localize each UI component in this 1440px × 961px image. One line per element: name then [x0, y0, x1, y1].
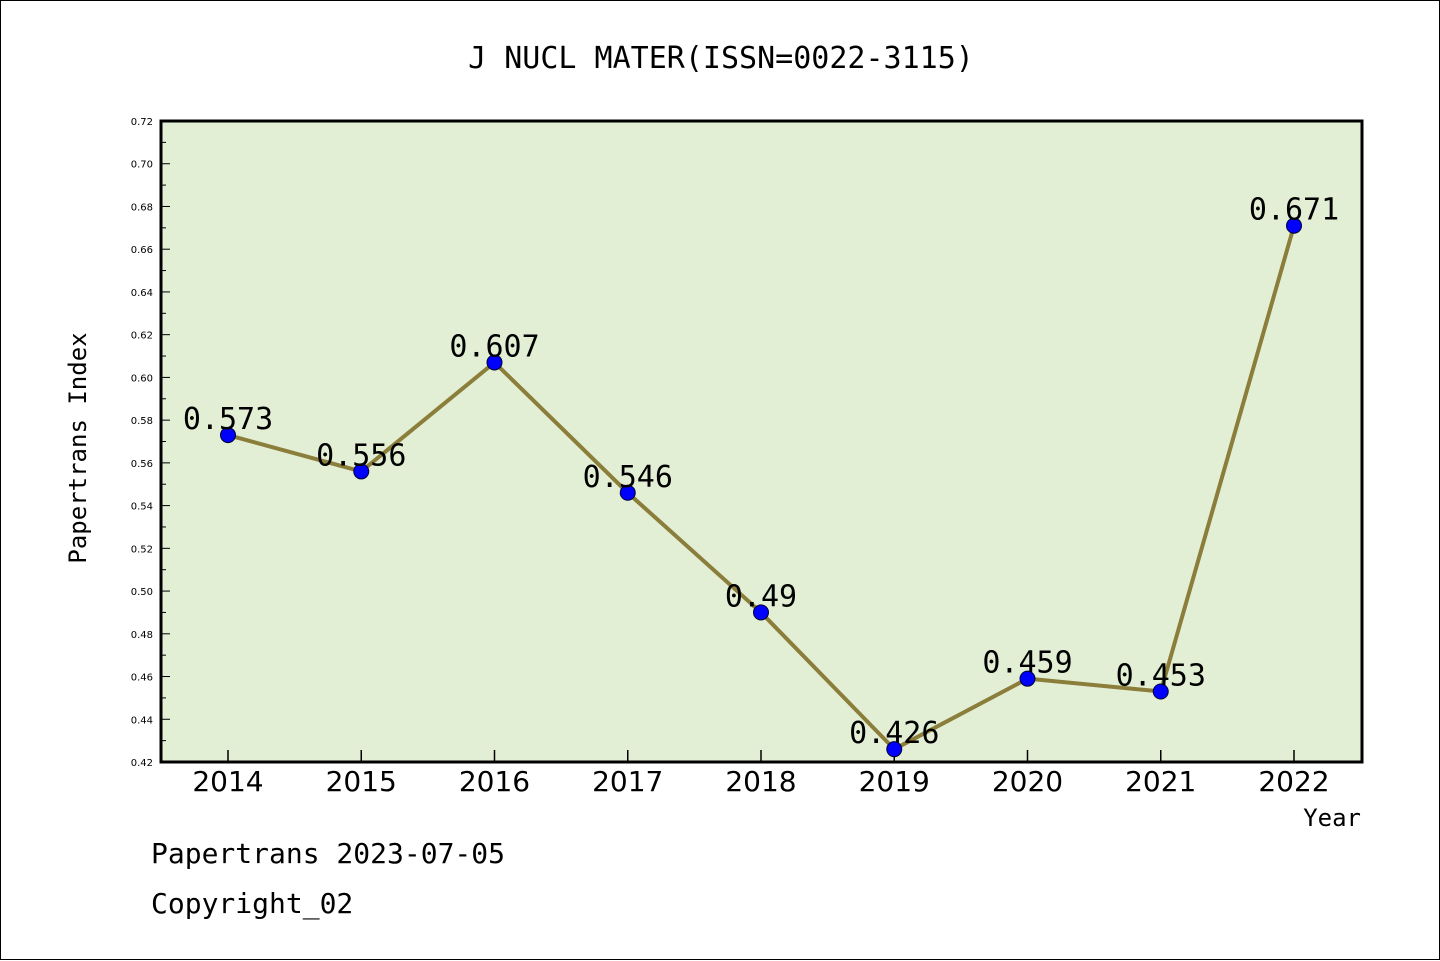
data-point [1152, 683, 1169, 700]
x-tick-label: 2014 [192, 765, 263, 798]
data-point [753, 604, 769, 621]
y-tick-label: 0.54 [131, 502, 153, 513]
data-point [1019, 670, 1036, 687]
y-tick-label: 0.52 [131, 544, 153, 555]
y-axis: 0.42 0.44 0.46 0.48 0.50 0.52 0.54 0.56 0.58 0.60… [131, 117, 170, 769]
footer-date-text: Papertrans 2023-07-05 [151, 837, 506, 870]
y-tick-label: 0.70 [131, 160, 153, 171]
data-point [886, 741, 903, 758]
x-tick-label: 2017 [592, 765, 663, 798]
y-tick-label: 0.50 [131, 587, 153, 598]
data-point [1286, 217, 1302, 234]
y-tick-label: 0.62 [131, 331, 153, 342]
x-axis-label: Year [1303, 804, 1361, 832]
x-tick-label: 2020 [992, 765, 1063, 798]
x-axis: 2014 2015 2016 2017 2018 2019 2020 2021 2022 [192, 750, 1330, 798]
data-point [353, 463, 370, 480]
y-tick-label: 0.56 [131, 459, 153, 470]
y-tick-label: 0.48 [131, 630, 153, 641]
data-label: 0.426 [849, 716, 939, 751]
data-point [220, 427, 236, 444]
data-label: 0.546 [583, 460, 673, 495]
data-label: 0.459 [982, 646, 1072, 681]
plot-area [159, 119, 1364, 764]
x-tick-label: 2019 [859, 765, 930, 798]
x-tick-label: 2016 [459, 765, 530, 798]
y-tick-label: 0.64 [131, 288, 153, 299]
y-tick-label: 0.42 [131, 758, 153, 769]
y-tick-label: 0.44 [131, 715, 153, 726]
x-tick-label: 2015 [326, 765, 397, 798]
y-tick-label: 0.68 [131, 202, 153, 213]
y-tick-label: 0.60 [131, 373, 153, 384]
data-label: 0.671 [1249, 193, 1339, 228]
y-tick-label: 0.66 [131, 245, 153, 256]
data-point [619, 484, 636, 501]
x-tick-label: 2022 [1258, 765, 1329, 798]
data-label: 0.556 [316, 438, 406, 473]
y-tick-label: 0.72 [131, 117, 153, 128]
data-label: 0.607 [449, 329, 539, 364]
x-tick-label: 2021 [1125, 765, 1196, 798]
data-label: 0.49 [725, 579, 797, 614]
data-label: 0.573 [183, 402, 273, 437]
footer-copyright-text: Copyright_02 [151, 887, 354, 920]
data-label: 0.453 [1116, 658, 1206, 693]
data-markers [220, 217, 1302, 758]
x-tick-label: 2018 [725, 765, 796, 798]
chart-title: J NUCL MATER(ISSN=0022-3115) [468, 41, 974, 76]
data-point [486, 354, 503, 371]
y-tick-label: 0.58 [131, 416, 153, 427]
y-tick-label: 0.46 [131, 673, 153, 684]
y-axis-label: Papertrans Index [64, 332, 92, 563]
data-labels: 0.573 0.556 0.607 0.546 0.49 0.426 0.459 0.453 0… [183, 193, 1339, 751]
